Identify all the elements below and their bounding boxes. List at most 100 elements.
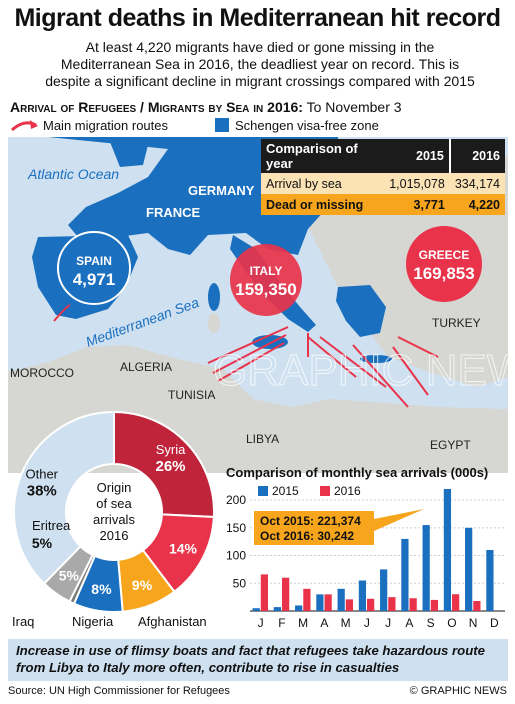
arrival-italy: ITALY 159,350	[230, 244, 302, 316]
watermark: GRAPHIC NEWS	[213, 346, 508, 395]
donut-value: 26%	[155, 458, 185, 475]
bar-2015-M	[295, 605, 303, 611]
bar-2015-A	[316, 594, 324, 611]
route-east-1	[352, 344, 409, 408]
x-tick-label: O	[447, 616, 456, 630]
donut-label: Syria	[156, 442, 186, 457]
table-cell: Arrival by sea	[266, 176, 342, 191]
comparison-table: Comparison of year 2015 2016 Arrival by …	[261, 139, 505, 215]
donut-center-title: of sea	[96, 496, 132, 511]
bar-2016-O	[452, 594, 460, 611]
bar-2016-A	[324, 594, 332, 611]
route-spain	[53, 304, 71, 322]
bar-2015-D	[486, 550, 494, 611]
legend-swatch-2016	[320, 486, 330, 496]
route-east-4	[392, 346, 429, 396]
bar-2015-J	[380, 569, 388, 611]
bar-2016-S	[430, 599, 438, 611]
donut-value: 9%	[132, 577, 153, 593]
subtitle: At least 4,220 migrants have died or gon…	[45, 39, 475, 89]
label-turkey: TURKEY	[432, 316, 481, 330]
legend-label-2015: 2015	[272, 484, 299, 498]
bar-2016-J	[260, 574, 268, 611]
svg-text:GREECE: GREECE	[419, 248, 470, 262]
bar-chart-title: Comparison of monthly sea arrivals (000s…	[226, 465, 488, 480]
page-title: Migrant deaths in Mediterranean hit reco…	[14, 4, 501, 32]
route-turkey	[397, 336, 439, 358]
label-tunisia: TUNISIA	[168, 388, 215, 402]
label-france: FRANCE	[146, 205, 200, 220]
bar-2016-N	[473, 601, 481, 611]
donut-value-eritrea: 5%	[32, 535, 53, 551]
route-libya-3	[217, 342, 285, 382]
x-tick-label: N	[469, 616, 478, 630]
donut-outside-label: Afghanistan	[138, 614, 207, 629]
bar-2016-F	[282, 577, 290, 611]
source-text: Source: UN High Commissioner for Refugee…	[8, 685, 230, 697]
svg-text:4,971: 4,971	[73, 270, 116, 289]
bar-2015-J	[252, 608, 260, 611]
route-east-3	[307, 336, 357, 378]
annotation-pointer	[374, 509, 424, 531]
donut-outside-label: Eritrea	[32, 518, 71, 533]
donut-outside-label: Nigeria	[72, 614, 114, 629]
x-tick-label: J	[385, 616, 391, 630]
bar-2016-M	[303, 588, 311, 611]
table-cell: 3,771	[413, 197, 445, 212]
bar-2016-M	[345, 599, 353, 611]
x-tick-label: J	[364, 616, 370, 630]
credit-text: © GRAPHIC NEWS	[409, 685, 507, 697]
x-tick-label: A	[320, 616, 328, 630]
x-tick-label: D	[490, 616, 499, 630]
donut-value: 8%	[91, 581, 112, 597]
table-cell: 1,015,078	[389, 176, 445, 191]
bar-2015-F	[273, 607, 282, 611]
table-cell: Dead or missing	[266, 197, 364, 212]
donut-center-title: Origin	[97, 480, 132, 495]
svg-text:169,853: 169,853	[413, 264, 474, 283]
donut-label: Other	[25, 467, 58, 482]
donut-outside-label: Iraq	[12, 614, 34, 629]
route-libya-1	[207, 326, 289, 364]
label-atlantic: Atlantic Ocean	[27, 166, 119, 182]
donut-value: 14%	[169, 540, 198, 556]
bar-2016-J	[367, 598, 375, 611]
label-morocco: MOROCCO	[10, 366, 74, 380]
map: Atlantic Ocean GERMANY FRANCE Mediterran…	[8, 137, 515, 473]
annotation-text: Oct 2016: 30,242	[260, 529, 354, 543]
donut-center-title: 2016	[100, 528, 129, 543]
footnote: Increase in use of flimsy boats and fact…	[8, 639, 508, 681]
x-tick-label: M	[298, 616, 308, 630]
table-row: Dead or missing 3,771 4,220	[261, 194, 505, 215]
bar-2015-N	[465, 527, 473, 611]
legend-schengen-label: Schengen visa-free zone	[235, 118, 379, 133]
donut-center-title: arrivals	[93, 512, 135, 527]
donut-value: 5%	[59, 568, 80, 584]
annotation-text: Oct 2015: 221,374	[260, 514, 361, 528]
donut-value: 38%	[27, 483, 57, 500]
svg-text:159,350: 159,350	[235, 280, 296, 299]
bar-2015-J	[358, 580, 367, 611]
bar-2016-J	[388, 597, 396, 611]
table-cell: 334,174	[454, 176, 500, 191]
arrival-spain: SPAIN 4,971	[57, 231, 131, 305]
x-tick-label: J	[258, 616, 264, 630]
origin-donut-chart: Syria 26% 14% 9% 8% 5% Other 38% Origin of sea arr…	[2, 400, 232, 636]
bar-2015-M	[337, 588, 345, 611]
route-arrow-icon	[10, 117, 40, 133]
section-heading: Arrival of Refugees / Migrants by Sea in…	[10, 99, 402, 115]
route-libya-2	[212, 334, 287, 374]
donut-slice-other	[13, 410, 115, 586]
svg-text:SPAIN: SPAIN	[76, 254, 112, 268]
route-east-2	[319, 336, 387, 388]
arrival-greece: GREECE 169,853	[406, 226, 482, 302]
table-header-cell: 2015	[416, 149, 444, 163]
annotation-box	[254, 511, 374, 545]
y-tick-label: 150	[226, 521, 246, 535]
x-tick-label: M	[341, 616, 351, 630]
x-tick-label: F	[278, 616, 285, 630]
label-algeria: ALGERIA	[120, 360, 172, 374]
y-tick-label: 200	[226, 493, 246, 507]
svg-text:ITALY: ITALY	[250, 264, 283, 278]
bar-2015-O	[443, 489, 452, 611]
